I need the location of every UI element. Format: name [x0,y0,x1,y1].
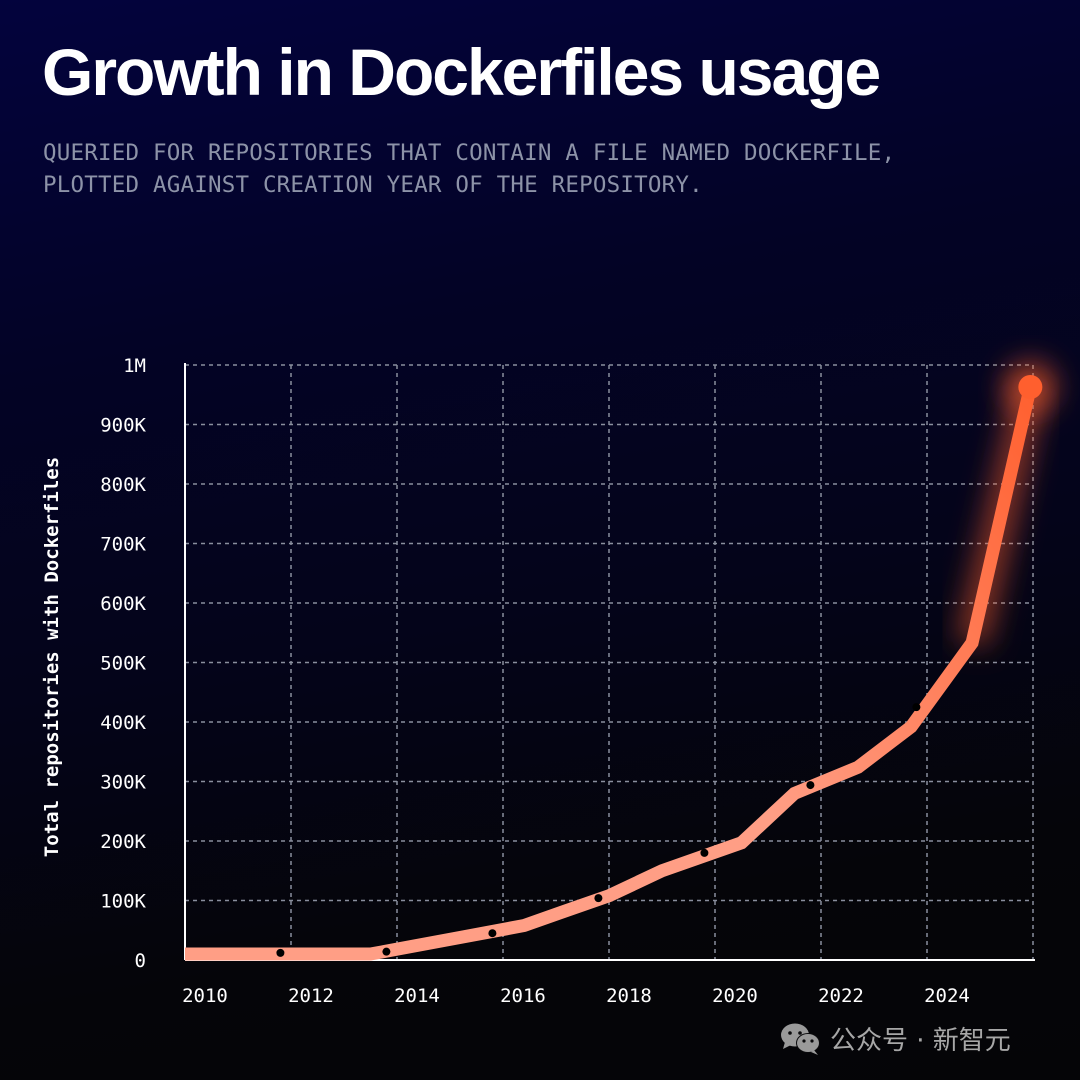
x-tick-label: 2018 [606,985,652,1007]
y-tick-label: 0 [135,950,146,972]
x-tick-label: 2016 [500,985,546,1007]
end-point-marker [1018,375,1043,400]
y-tick-label: 200K [100,831,146,853]
wechat-icon [780,1022,822,1056]
series-line [185,385,1037,961]
subtitle-line-1: QUERIED FOR REPOSITORIES THAT CONTAIN A … [43,140,896,166]
y-tick-label: 500K [100,653,146,675]
data-point-marker [276,948,285,957]
x-tick-label: 2024 [924,985,970,1007]
y-tick-label: 600K [100,593,146,615]
x-tick-label: 2012 [288,985,334,1007]
x-tick-label: 2022 [818,985,864,1007]
x-tick-label: 2020 [712,985,758,1007]
x-tick-label: 2014 [394,985,440,1007]
subtitle-line-2: PLOTTED AGAINST CREATION YEAR OF THE REP… [43,172,703,198]
watermark-text: 公众号 · 新智元 [830,1026,1011,1056]
chart-title: Growth in Dockerfiles usage [42,35,881,109]
x-tick-labels: 2010 2012 2014 2016 2018 2020 2022 2024 [182,985,970,1007]
y-tick-labels: 0 100K 200K 300K 400K 500K 600K 700K 800K 900K 1M [100,355,146,972]
data-point-marker [912,703,921,712]
axes [184,363,1035,961]
y-axis-title: Total repositories with Dockerfiles [41,457,63,857]
series-layer [185,375,1043,961]
x-tick-label: 2010 [182,985,228,1007]
marker-layer [276,703,921,957]
y-tick-label: 400K [100,712,146,734]
chart-subtitle: QUERIED FOR REPOSITORIES THAT CONTAIN A … [43,137,1043,201]
y-tick-label: 900K [100,415,146,437]
y-tick-label: 800K [100,474,146,496]
y-tick-label: 300K [100,772,146,794]
data-point-marker [382,947,391,956]
data-point-marker [488,929,497,938]
data-point-marker [806,781,815,790]
y-tick-label: 1M [123,355,146,377]
data-point-marker [700,848,709,857]
y-tick-label: 100K [100,891,146,913]
watermark: 公众号 · 新智元 [780,1020,1011,1057]
y-tick-label: 700K [100,534,146,556]
grid-lines [185,364,1034,960]
data-point-marker [594,894,603,903]
